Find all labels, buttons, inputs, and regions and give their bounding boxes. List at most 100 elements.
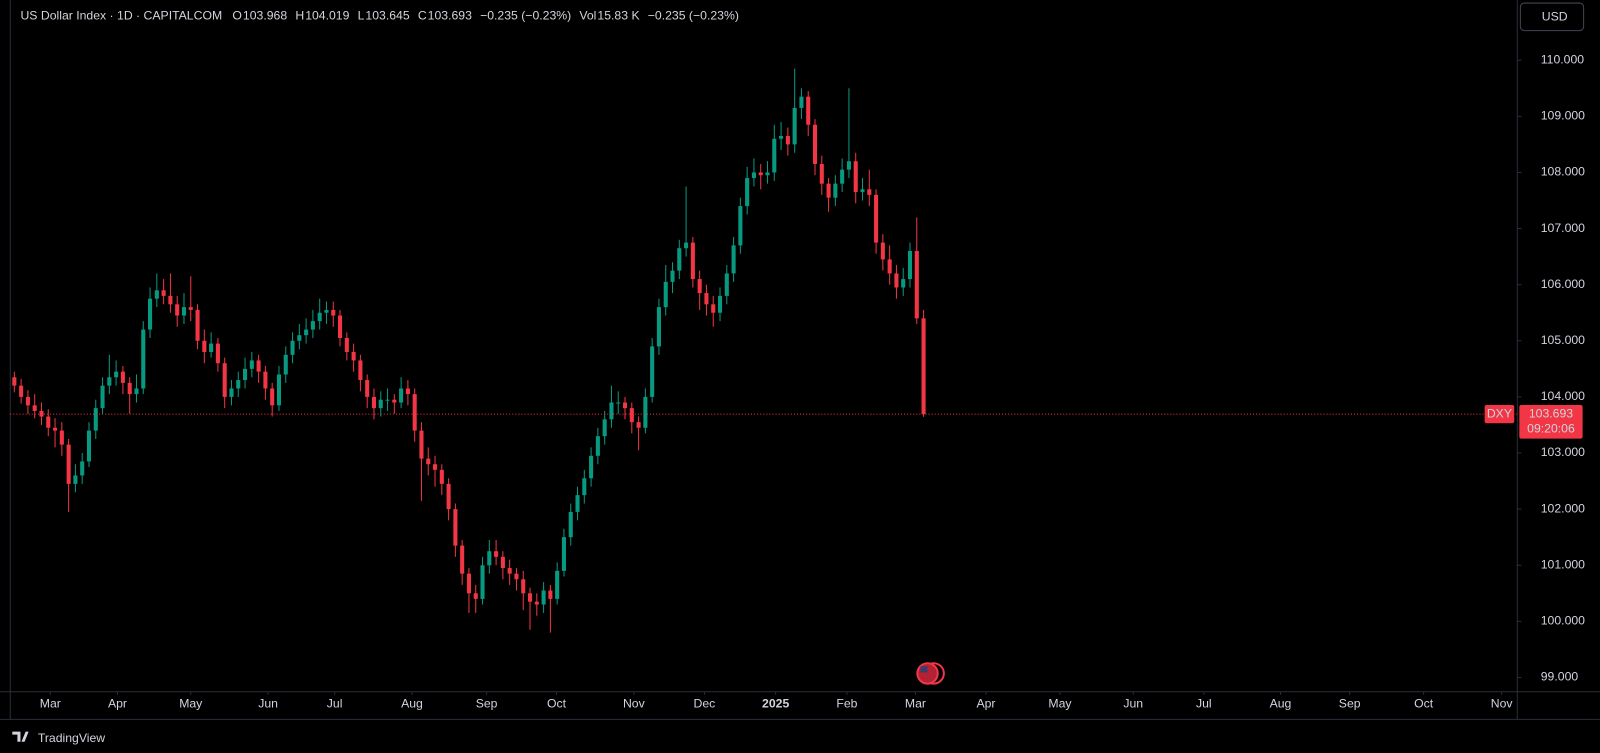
candle-body [73,475,78,484]
candle-body [276,374,282,406]
candle-body [290,340,295,355]
header-value: 103.968 [243,9,287,23]
x-tick-label: Nov [623,696,646,710]
candle-body [141,329,146,389]
candle-body [738,206,743,246]
candle-body [12,377,17,386]
candle-body [344,337,349,353]
candle-body [874,194,879,243]
candle-body [324,309,329,313]
candle-body [772,138,777,173]
header-key: Vol [579,9,596,23]
currency-button[interactable] [1519,2,1585,32]
candle-body [507,568,512,574]
candle-body [819,164,824,184]
y-tick-label: 107.000 [1541,221,1585,235]
event-icon-canton [920,666,928,673]
candle-body [439,469,444,484]
symbol-label: DXY [1487,406,1512,420]
x-tick-label: Dec [694,696,716,710]
candle-body [629,408,634,423]
x-tick-label: May [179,696,203,710]
candle-body [46,416,51,428]
candle-body [684,242,689,249]
candle-body [385,399,390,401]
candle-body [514,573,519,580]
candle-body [460,545,465,574]
candle-body [758,172,763,176]
candle-body [399,388,404,403]
candle-body [236,380,241,389]
candle-body [86,430,92,462]
candle-body [337,315,343,338]
candle-body [677,248,682,271]
candle-body [209,343,214,353]
candle-body [154,290,159,299]
candle-body [826,183,831,198]
y-tick-label: 100.000 [1541,614,1585,628]
currency-label[interactable]: USD [1542,10,1568,24]
event-icon[interactable] [916,662,945,685]
candle-body [650,346,655,397]
brand-logo[interactable]: TradingView [12,731,105,745]
y-tick-label: 102.000 [1541,501,1585,515]
candle-body [466,573,471,594]
candle-body [304,329,309,336]
candle-body [453,509,458,546]
header-key: O [232,9,242,23]
candle-body [168,295,173,305]
header-key: L [358,9,365,23]
candle-body [711,304,716,313]
x-tick-label: Mar [40,696,61,710]
candle-body [914,251,919,319]
candle-body [799,96,804,108]
candle-body [670,270,675,282]
candle-body [833,183,838,198]
candle-body [704,293,709,305]
candle-body [690,242,695,280]
candle-body [901,279,906,288]
candle-body [860,189,865,193]
price-label: 103.693 [1529,406,1573,420]
candle-body [222,363,227,397]
candle-body [310,321,315,330]
candle-body [582,478,587,496]
candle-body [229,388,234,397]
candle-body [249,360,254,369]
x-tick-label: 2025 [762,696,789,710]
candle-body [609,402,614,420]
candle-body [100,385,105,409]
candle-body [202,340,207,353]
y-tick-label: 105.000 [1541,333,1585,347]
x-tick-label: Oct [547,696,567,710]
candle-body [365,380,370,397]
x-tick-label: Apr [976,696,995,710]
candle-body [527,593,533,602]
candle-body [846,161,851,170]
header-value: −0.235 (−0.23%) [480,9,571,23]
candle-body [616,402,621,404]
chart-title: US Dollar Index · 1D · CAPITALCOM [20,9,222,23]
header-value: 104.019 [305,9,349,23]
candle-body [568,511,573,538]
candle-body [32,405,37,411]
candle-body [697,279,702,294]
candle-body [107,377,112,386]
brand-name[interactable]: TradingView [38,731,105,745]
price-badge [1519,404,1583,439]
x-tick-label: Aug [401,696,423,710]
candle-body [853,161,858,193]
candle-body [840,169,845,184]
y-tick-label: 109.000 [1541,109,1585,123]
header-key: H [295,9,304,23]
x-tick-label: Mar [905,696,926,710]
candle-body [806,96,811,125]
candle-body [555,570,560,599]
candle-body [921,318,926,415]
candle-body [785,135,790,145]
candle-body [25,396,30,406]
candle-body [161,290,166,296]
x-tick-label: Jun [258,696,278,710]
